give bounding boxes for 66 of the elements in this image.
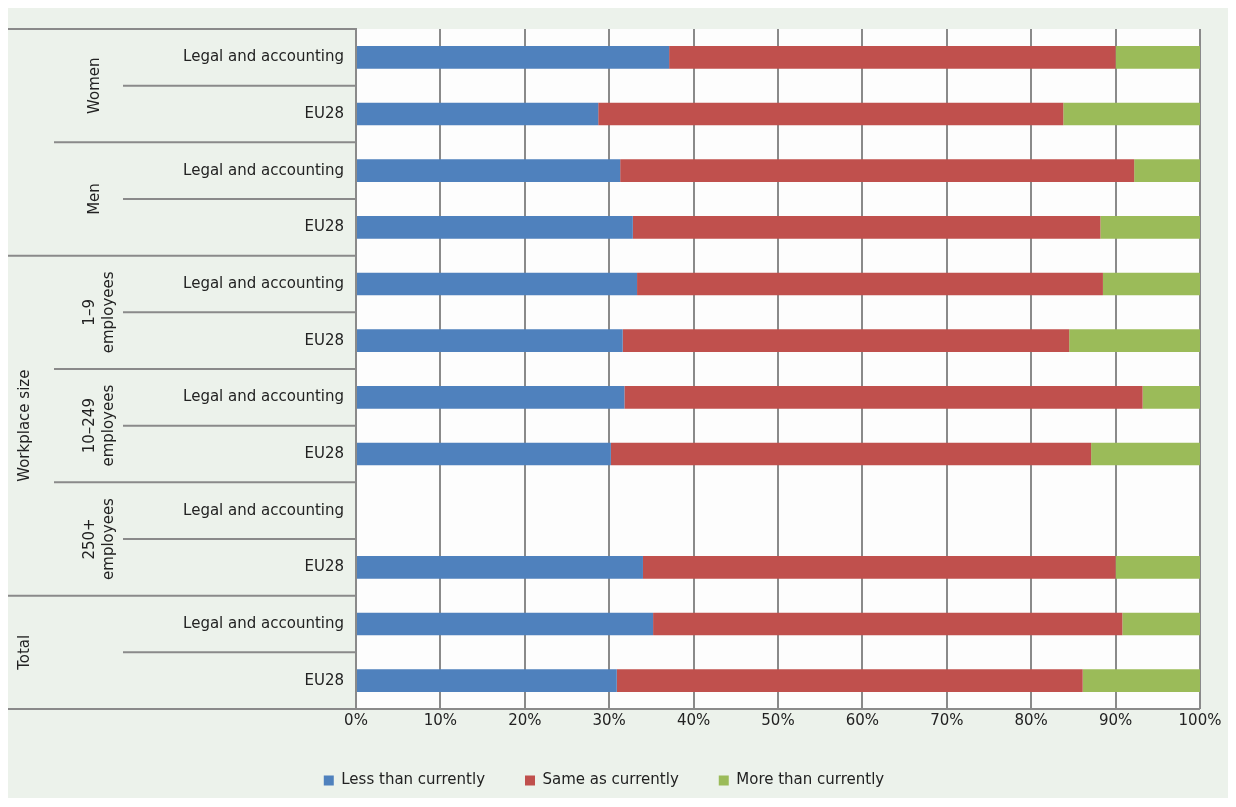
- y-tick-label: EU28: [304, 557, 344, 576]
- bar: [357, 442, 611, 466]
- bar: [1063, 102, 1200, 126]
- bar: [1091, 442, 1200, 466]
- y-tick-label: EU28: [304, 217, 344, 236]
- legend-label: More than currently: [736, 770, 885, 789]
- bar: [357, 612, 654, 636]
- y-tick-label: EU28: [304, 443, 344, 462]
- x-tick-label: 90%: [1098, 710, 1133, 729]
- text: Men: [84, 183, 103, 215]
- x-tick-label: 60%: [845, 710, 880, 729]
- bar: [357, 102, 599, 126]
- y-tick-label: Legal and accounting: [183, 613, 344, 632]
- bar: [642, 556, 1116, 579]
- x-tick-label: 30%: [592, 710, 626, 729]
- bar: [357, 329, 623, 352]
- bar: [1115, 46, 1200, 69]
- bar: [357, 386, 625, 409]
- text: Women: [84, 57, 103, 114]
- bar: [610, 442, 1092, 466]
- bar: [1102, 272, 1200, 296]
- x-tick-label: 0%: [344, 710, 368, 729]
- bar: [357, 46, 670, 69]
- bar: [1082, 669, 1200, 692]
- y-tick-label: Legal and accounting: [183, 160, 344, 179]
- bar: [1100, 216, 1200, 239]
- x-tick-label: 20%: [508, 710, 542, 729]
- bar: [653, 612, 1123, 636]
- y-tick-label: Legal and accounting: [183, 273, 344, 292]
- bar: [357, 159, 621, 182]
- bar: [632, 216, 1101, 239]
- y-tick-label: EU28: [304, 330, 344, 349]
- x-tick-label: 10%: [423, 710, 458, 729]
- bar: [1142, 386, 1200, 409]
- y-tick-label: EU28: [304, 670, 344, 689]
- text: 250+ employees: [80, 497, 118, 580]
- bar: [669, 46, 1116, 69]
- bar: [1134, 159, 1200, 182]
- bar: [357, 216, 633, 239]
- x-tick-label: 100%: [1178, 710, 1222, 729]
- x-tick-label: 40%: [676, 710, 711, 729]
- bar: [1115, 556, 1200, 579]
- bar: [357, 272, 638, 296]
- x-tick-label: 70%: [930, 710, 964, 729]
- bar: [598, 102, 1064, 126]
- text: Workplace size: [14, 369, 33, 482]
- bar: [616, 669, 1083, 692]
- y-tick-label: EU28: [304, 103, 344, 122]
- bar: [357, 556, 643, 579]
- bar: [1069, 329, 1200, 352]
- y-tick-label: Legal and accounting: [183, 500, 344, 519]
- bar: [620, 159, 1135, 182]
- text: 10–249 employees: [80, 384, 118, 467]
- y-tick-label: Legal and accounting: [183, 47, 344, 66]
- bar: [637, 272, 1103, 296]
- y-tick-label: Legal and accounting: [183, 387, 344, 406]
- legend-label: Same as currently: [542, 770, 679, 789]
- legend-label: Less than currently: [341, 770, 486, 789]
- bar: [357, 669, 617, 692]
- text: 1–9 employees: [80, 271, 118, 354]
- bar: [1122, 612, 1200, 636]
- text: Total: [14, 634, 33, 671]
- bar: [624, 386, 1143, 409]
- x-tick-label: 80%: [1014, 710, 1048, 729]
- bar: [622, 329, 1070, 352]
- x-tick-label: 50%: [761, 710, 795, 729]
